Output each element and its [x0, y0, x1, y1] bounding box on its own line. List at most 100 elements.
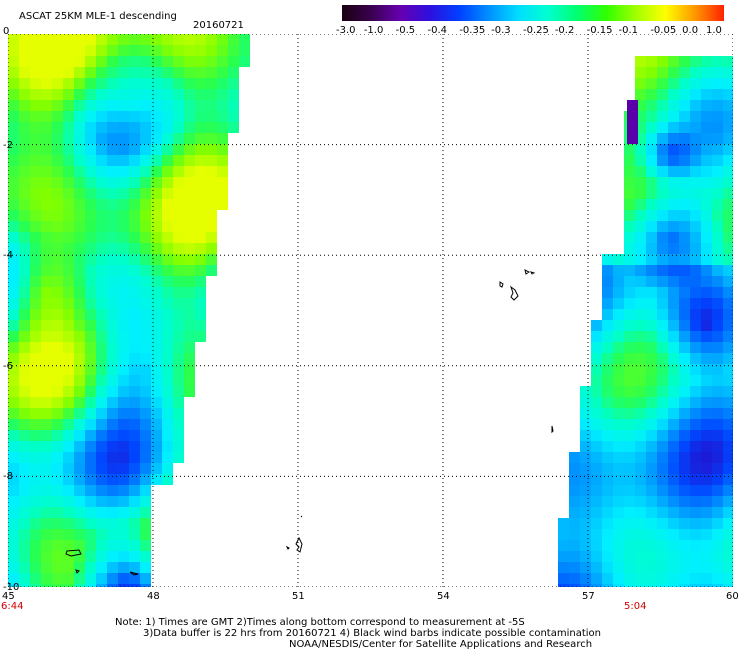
- swath-cell: [646, 100, 657, 111]
- swath-cell: [624, 562, 635, 573]
- swath-cell: [118, 45, 129, 56]
- swath-cell: [679, 144, 690, 155]
- swath-cell: [624, 254, 635, 265]
- swath-cell: [162, 298, 173, 309]
- swath-cell: [41, 45, 52, 56]
- swath-cell: [712, 573, 723, 584]
- swath-cell: [613, 551, 624, 562]
- swath-cell: [41, 100, 52, 111]
- swath-cell: [118, 353, 129, 364]
- swath-cell: [206, 100, 217, 111]
- swath-cell: [52, 562, 63, 573]
- swath-cell: [140, 243, 151, 254]
- swath-cell: [668, 67, 679, 78]
- swath-cell: [85, 584, 96, 587]
- swath-cell: [173, 254, 184, 265]
- swath-cell: [30, 243, 41, 254]
- swath-cell: [151, 56, 162, 67]
- swath-cell: [624, 188, 635, 199]
- swath-cell: [74, 155, 85, 166]
- swath-cell: [173, 276, 184, 287]
- swath-cell: [173, 452, 184, 463]
- swath-cell: [118, 177, 129, 188]
- y-tick-label: -10: [3, 582, 20, 593]
- swath-cell: [646, 331, 657, 342]
- swath-cell: [30, 540, 41, 551]
- swath-cell: [19, 166, 30, 177]
- swath-cell: [668, 232, 679, 243]
- swath-cell: [580, 584, 591, 587]
- swath-cell: [96, 364, 107, 375]
- swath-cell: [85, 34, 96, 45]
- swath-cell: [635, 474, 646, 485]
- swath-cell: [580, 562, 591, 573]
- swath-cell: [569, 452, 580, 463]
- swath-cell: [52, 463, 63, 474]
- swath-cell: [74, 584, 85, 587]
- swath-cell: [8, 408, 19, 419]
- swath-cell: [41, 133, 52, 144]
- swath-cell: [195, 133, 206, 144]
- swath-cell: [723, 485, 733, 496]
- swath-cell: [140, 111, 151, 122]
- swath-cell: [657, 155, 668, 166]
- swath-cell: [96, 276, 107, 287]
- swath-cell: [162, 221, 173, 232]
- swath-cell: [701, 441, 712, 452]
- swath-cell: [679, 155, 690, 166]
- swath-cell: [118, 254, 129, 265]
- swath-cell: [151, 100, 162, 111]
- colorbar-tick-label: -3.0: [336, 25, 356, 36]
- swath-cell: [712, 177, 723, 188]
- swath-cell: [8, 56, 19, 67]
- swath-cell: [668, 166, 679, 177]
- swath-cell: [624, 353, 635, 364]
- swath-cell: [52, 518, 63, 529]
- swath-cell: [30, 199, 41, 210]
- swath-cell: [151, 276, 162, 287]
- swath-cell: [63, 298, 74, 309]
- swath-cell: [85, 265, 96, 276]
- swath-cell: [30, 496, 41, 507]
- swath-cell: [140, 298, 151, 309]
- swath-cell: [173, 199, 184, 210]
- swath-cell: [52, 584, 63, 587]
- swath-cell: [140, 177, 151, 188]
- swath-cell: [140, 474, 151, 485]
- swath-cell: [668, 529, 679, 540]
- swath-cell: [52, 265, 63, 276]
- swath-cell: [173, 331, 184, 342]
- swath-cell: [668, 89, 679, 100]
- swath-cell: [41, 199, 52, 210]
- swath-cell: [8, 562, 19, 573]
- swath-cell: [195, 67, 206, 78]
- swath-cell: [635, 155, 646, 166]
- swath-cell: [690, 199, 701, 210]
- swath-cell: [701, 353, 712, 364]
- swath-cell: [96, 287, 107, 298]
- swath-cell: [30, 232, 41, 243]
- swath-cell: [151, 408, 162, 419]
- swath-cell: [712, 540, 723, 551]
- island-outline: [551, 425, 554, 434]
- swath-cell: [118, 452, 129, 463]
- swath-cell: [712, 562, 723, 573]
- swath-cell: [41, 353, 52, 364]
- swath-cell: [558, 529, 569, 540]
- swath-cell: [613, 463, 624, 474]
- swath-cell: [668, 221, 679, 232]
- swath-cell: [635, 573, 646, 584]
- swath-cell: [74, 452, 85, 463]
- swath-cell: [624, 529, 635, 540]
- swath-cell: [184, 111, 195, 122]
- swath-cell: [701, 276, 712, 287]
- swath-cell: [129, 540, 140, 551]
- swath-cell: [723, 419, 733, 430]
- swath-cell: [239, 34, 250, 45]
- swath-cell: [19, 67, 30, 78]
- swath-cell: [723, 496, 733, 507]
- swath-cell: [657, 529, 668, 540]
- swath-cell: [74, 397, 85, 408]
- swath-cell: [63, 485, 74, 496]
- swath-cell: [635, 485, 646, 496]
